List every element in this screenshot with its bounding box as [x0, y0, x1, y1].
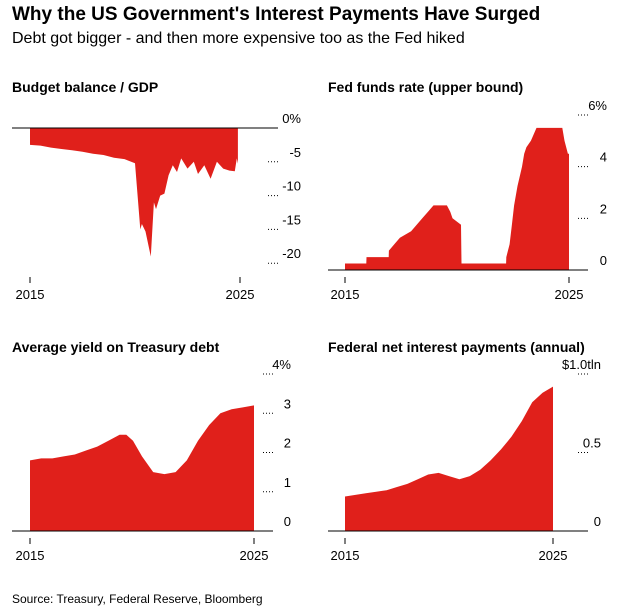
- panel-3-x-tick-label: 2025: [240, 548, 269, 563]
- panel-3-area: [30, 405, 254, 531]
- panel-4-area: [345, 386, 553, 531]
- panel-4-y-tick-label: 0.5: [583, 436, 601, 451]
- chart-subtitle: Debt got bigger - and then more expensiv…: [12, 30, 465, 47]
- panel-4-y-tick-label: 0: [594, 514, 601, 529]
- panel-1-y-tick-label: -5: [289, 145, 301, 160]
- panel-4-title: Federal net interest payments (annual): [328, 339, 585, 355]
- panel-3-y-tick-label: 3: [284, 396, 291, 411]
- panel-1-y-tick-label: -20: [282, 246, 301, 261]
- panel-2-y-tick-label: 0: [600, 253, 607, 268]
- panel-2-y-tick-label: 6%: [588, 98, 607, 113]
- chart-title: Why the US Government's Interest Payment…: [12, 4, 541, 25]
- panel-1-title: Budget balance / GDP: [12, 79, 158, 95]
- panel-1-x-tick-label: 2015: [16, 287, 45, 302]
- panel-4-y-tick-label: $1.0tln: [562, 357, 601, 372]
- panel-1-y-tick-label: -15: [282, 212, 301, 227]
- panel-1-x-tick-label: 2025: [226, 287, 255, 302]
- panel-3-x-tick-label: 2015: [16, 548, 45, 563]
- panel-2-area: [345, 127, 569, 271]
- panel-3-y-tick-label: 1: [284, 475, 291, 490]
- panel-3-y-tick-label: 2: [284, 436, 291, 451]
- panel-3-y-tick-label: 4%: [272, 357, 291, 372]
- source-note: Source: Treasury, Federal Reserve, Bloom…: [12, 592, 263, 606]
- panel-3-title: Average yield on Treasury debt: [12, 339, 220, 355]
- panel-2-y-tick-label: 4: [600, 150, 607, 165]
- panel-4-x-tick-label: 2025: [539, 548, 568, 563]
- panel-2-y-tick-label: 2: [600, 201, 607, 216]
- panel-2-x-tick-label: 2015: [331, 287, 360, 302]
- panel-1-y-tick-label: -10: [282, 179, 301, 194]
- panel-2-title: Fed funds rate (upper bound): [328, 79, 523, 95]
- panel-3-y-tick-label: 0: [284, 514, 291, 529]
- panel-4-x-tick-label: 2015: [331, 548, 360, 563]
- panel-2-x-tick-label: 2025: [555, 287, 584, 302]
- panel-1-area: [30, 128, 238, 257]
- panel-1-y-tick-label: 0%: [282, 111, 301, 126]
